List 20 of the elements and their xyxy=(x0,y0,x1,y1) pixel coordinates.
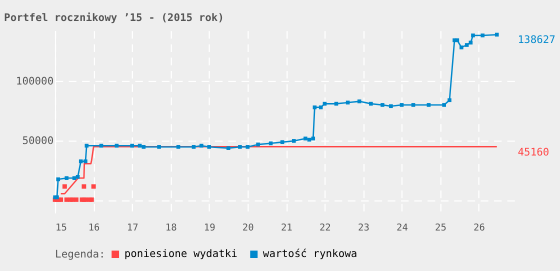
annotation: 138627 xyxy=(518,34,556,46)
x-tick-label: 20 xyxy=(242,222,254,234)
x-tick-label: 26 xyxy=(474,222,486,234)
x-tick-label: 17 xyxy=(126,222,138,234)
x-tick-label: 24 xyxy=(396,222,408,234)
x-tick-label: 18 xyxy=(165,222,178,234)
y-tick-label: 100000 xyxy=(16,75,54,88)
legend-label: wartość rynkowa xyxy=(262,248,358,260)
x-tick-label: 21 xyxy=(280,222,293,234)
legend-title: Legenda: xyxy=(55,248,106,260)
legend-label: poniesione wydatki xyxy=(124,248,238,260)
x-tick-label: 16 xyxy=(88,222,100,234)
annotation: 45160 xyxy=(518,146,550,158)
chart-title: Portfel rocznikowy ’15 - (2015 rok) xyxy=(4,12,224,24)
x-tick-label: 23 xyxy=(358,222,370,234)
y-tick-label: 50000 xyxy=(22,135,54,148)
x-tick-label: 19 xyxy=(204,222,216,234)
x-tick-label: 22 xyxy=(319,222,331,234)
x-tick-label: 15 xyxy=(56,222,67,234)
x-tick-label: 25 xyxy=(435,222,446,234)
